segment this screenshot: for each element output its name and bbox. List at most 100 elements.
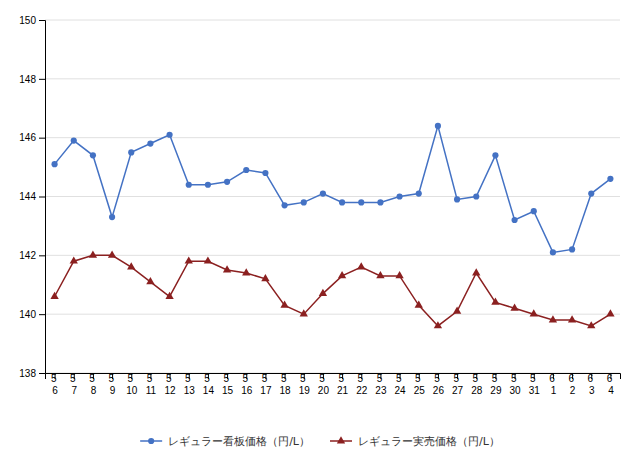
plot: 1381401421441461481505 65 75 85 95 105 1…	[19, 15, 620, 396]
marker	[242, 268, 250, 275]
tick: 5 8	[89, 373, 97, 396]
tick: 5 7	[70, 373, 78, 396]
tick: 5 11	[146, 373, 157, 396]
tick-label-line: 7	[71, 385, 77, 396]
tick-label: 5 6	[51, 373, 59, 396]
tick-label-line: 5	[377, 373, 383, 384]
tick: 5 14	[203, 373, 215, 396]
marker	[415, 301, 423, 308]
tick-label-line: 14	[203, 385, 215, 396]
marker	[243, 167, 249, 173]
tick-label: 6 3	[588, 373, 596, 396]
legend-label: レギュラー看板価格（円/L）	[168, 435, 310, 448]
marker	[166, 132, 172, 138]
marker	[510, 303, 518, 310]
marker	[146, 277, 154, 284]
tick-label: 5 16	[241, 373, 253, 396]
marker	[358, 199, 364, 205]
marker	[70, 256, 78, 263]
tick-label: 5 31	[529, 373, 541, 396]
legend-item: レギュラー看板価格（円/L）	[140, 435, 310, 448]
marker	[338, 271, 346, 278]
marker	[50, 292, 58, 299]
tick-label: 5 9	[108, 373, 116, 396]
tick-label-line: 5	[147, 373, 153, 384]
tick-label: 6 2	[568, 373, 576, 396]
grid-line	[45, 196, 620, 197]
marker	[204, 256, 212, 263]
legend: レギュラー看板価格（円/L） レギュラー実売価格（円/L）	[140, 435, 500, 448]
tick-label: 6 1	[549, 373, 557, 396]
tick: 5 21	[337, 373, 349, 396]
marker	[128, 149, 134, 155]
tick-label: 5 17	[260, 373, 272, 396]
tick-label-line: 5	[166, 373, 172, 384]
tick: 5 25	[414, 373, 426, 396]
marker	[588, 190, 594, 196]
tick: 150	[19, 15, 45, 26]
tick: 5 31	[529, 373, 541, 396]
tick-label: 6 4	[607, 373, 615, 396]
series-group	[50, 123, 614, 329]
tick-label-line: 5	[89, 373, 95, 384]
tick-label-line: 8	[91, 385, 97, 396]
tick-label-line: 5	[415, 373, 421, 384]
marker	[186, 182, 192, 188]
tick-label-line: 5	[223, 373, 229, 384]
axis-line	[39, 21, 46, 374]
tick: 144	[19, 191, 45, 202]
tick-label-line: 20	[318, 385, 330, 396]
tick-label-line: 5	[108, 373, 114, 384]
tick-label-line: 25	[414, 385, 426, 396]
marker	[320, 190, 326, 196]
chart: 1381401421441461481505 65 75 85 95 105 1…	[0, 0, 640, 463]
tick-label: 5 18	[280, 373, 292, 396]
marker	[530, 309, 538, 316]
legend-label: レギュラー実売価格（円/L）	[358, 435, 500, 448]
tick-label-line: 13	[184, 385, 196, 396]
tick-label-line: 5	[396, 373, 402, 384]
tick-label-line: 11	[146, 385, 157, 396]
tick-label-line: 9	[110, 385, 116, 396]
tick-label-line: 5	[300, 373, 306, 384]
marker	[261, 274, 269, 281]
marker	[224, 179, 230, 185]
tick-label-line: 5	[338, 373, 344, 384]
tick-label-line: 5	[319, 373, 325, 384]
line	[55, 255, 611, 326]
tick-label-line: 5	[511, 373, 517, 384]
marker	[549, 315, 557, 322]
tick-mark	[39, 255, 45, 256]
tick: 5 12	[165, 373, 177, 396]
tick: 6 1	[549, 373, 557, 396]
tick-label: 5 8	[89, 373, 97, 396]
tick: 5 23	[375, 373, 387, 396]
marker	[531, 208, 537, 214]
tick-label-line: 6	[549, 373, 555, 384]
tick-label-line: 1	[551, 385, 557, 396]
tick-label: 5 28	[471, 373, 483, 396]
tick-label-line: 4	[608, 385, 614, 396]
marker	[416, 190, 422, 196]
legend-item: レギュラー実売価格（円/L）	[330, 435, 500, 448]
marker	[281, 202, 287, 208]
tick-mark	[39, 373, 45, 374]
tick: 5 18	[280, 373, 292, 396]
tick: 5 27	[452, 373, 464, 396]
tick-label-line: 29	[490, 385, 502, 396]
marker	[90, 152, 96, 158]
legend-marker	[148, 438, 154, 444]
tick: 5 26	[433, 373, 445, 396]
marker	[568, 315, 576, 322]
marker	[185, 256, 193, 263]
marker	[434, 321, 442, 328]
tick-label-line: 5	[281, 373, 287, 384]
legend-marker	[337, 436, 345, 443]
tick-label-line: 27	[452, 385, 464, 396]
marker	[262, 170, 268, 176]
line	[55, 126, 611, 252]
marker	[223, 265, 231, 272]
tick: 5 29	[490, 373, 502, 396]
grid-line	[45, 78, 620, 79]
tick-label-line: 22	[356, 385, 368, 396]
